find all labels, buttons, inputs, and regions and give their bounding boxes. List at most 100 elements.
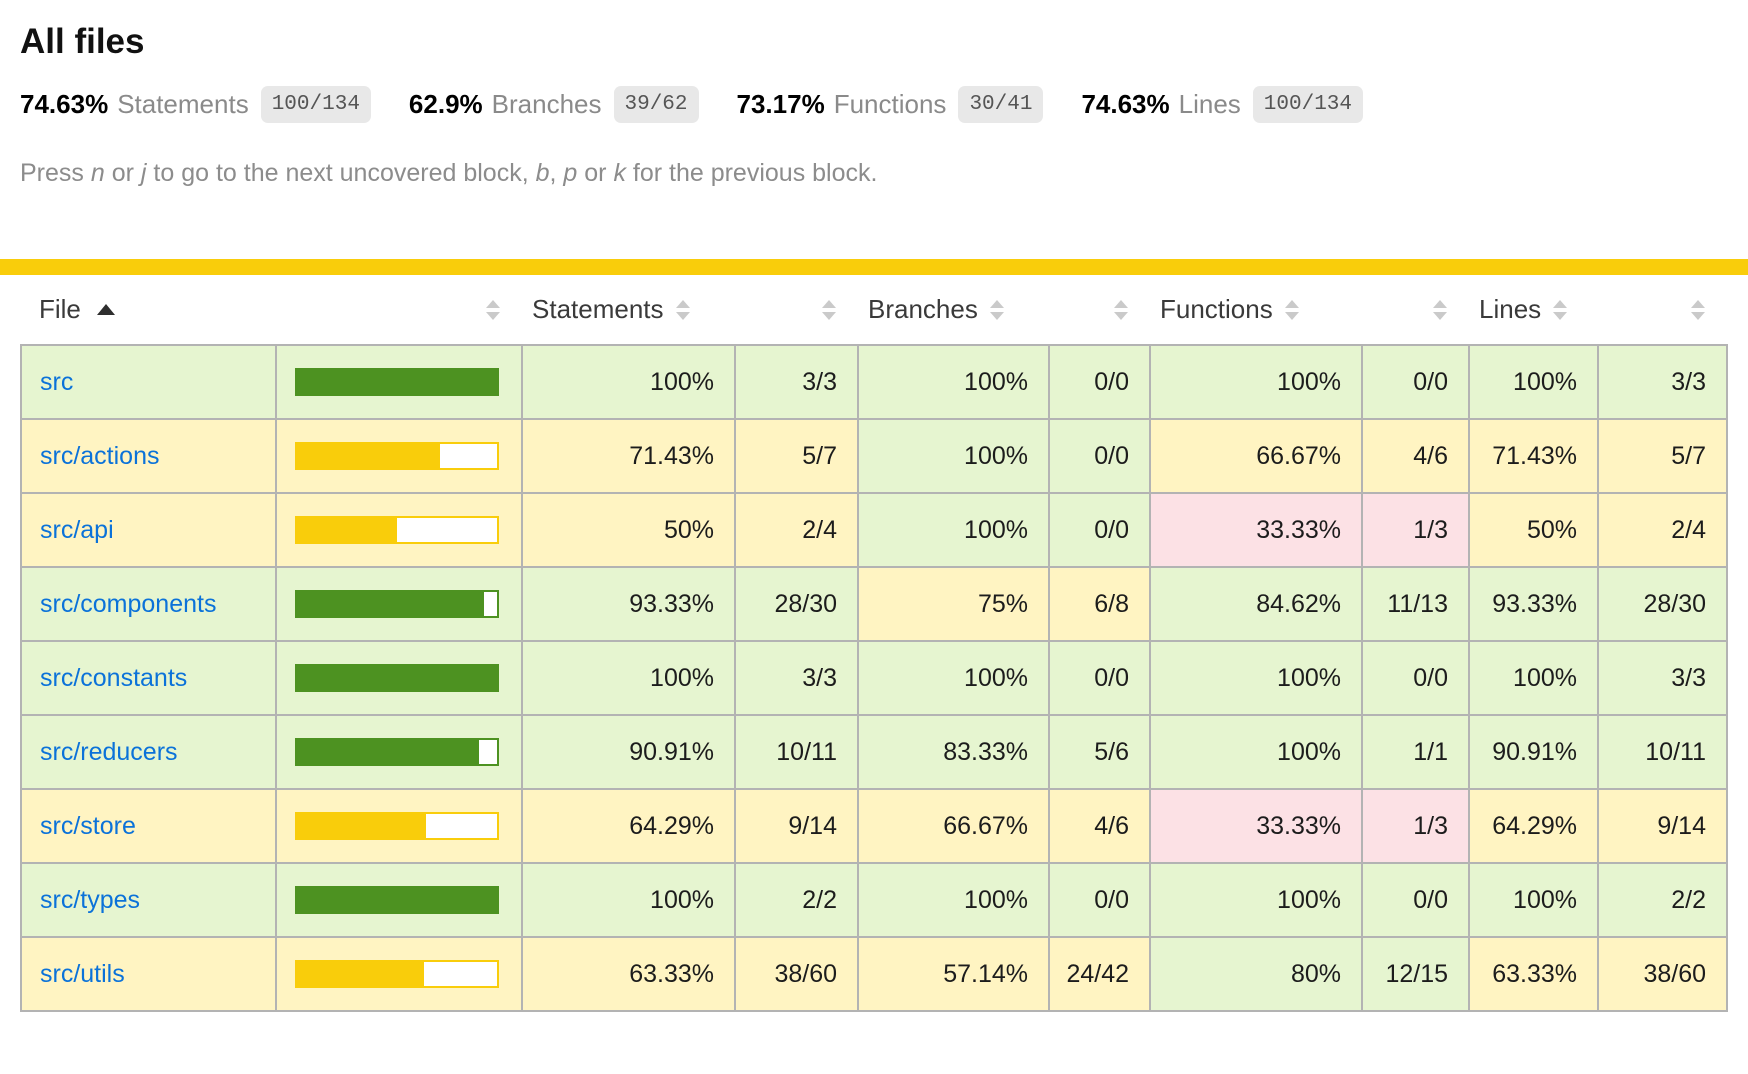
cell-functions-fraction: 11/13	[1362, 567, 1469, 641]
column-header-functions[interactable]: Functions	[1150, 275, 1362, 345]
cell-lines-pct: 90.91%	[1469, 715, 1598, 789]
cell-branches-fraction: 24/42	[1049, 937, 1150, 1011]
column-header-bar[interactable]	[276, 275, 522, 345]
sorter-icon[interactable]	[676, 300, 690, 320]
column-header-statements-abs[interactable]	[735, 275, 858, 345]
column-header-functions-abs[interactable]	[1362, 275, 1469, 345]
column-header-inner: Statements	[522, 294, 735, 325]
summary-item-branches: 62.9%Branches39/62	[409, 86, 699, 123]
summary-label: Statements	[117, 89, 249, 120]
column-label: Branches	[868, 294, 978, 325]
cell-statements-fraction: 3/3	[735, 641, 858, 715]
sort-down-icon	[1691, 312, 1705, 320]
cell-file: src/api	[21, 493, 276, 567]
sorter-icon[interactable]	[1553, 300, 1567, 320]
cell-statements-pct: 63.33%	[522, 937, 735, 1011]
file-link[interactable]: src/types	[40, 886, 140, 914]
file-link[interactable]: src/components	[40, 590, 216, 618]
cell-lines-pct: 50%	[1469, 493, 1598, 567]
column-header-branches-abs[interactable]	[1049, 275, 1150, 345]
sorter-icon[interactable]	[1691, 300, 1705, 320]
summary-item-statements: 74.63%Statements100/134	[20, 86, 371, 123]
cell-functions-fraction: 1/3	[1362, 789, 1469, 863]
cell-lines-fraction: 3/3	[1598, 641, 1727, 715]
sorter-icon[interactable]	[990, 300, 1004, 320]
summary-fraction-badge: 100/134	[261, 86, 371, 123]
sort-up-icon	[822, 300, 836, 308]
sorter-icon[interactable]	[1285, 300, 1299, 320]
hint-text: or	[105, 159, 141, 187]
sort-down-icon	[486, 312, 500, 320]
cell-coverage-bar	[276, 345, 522, 419]
sort-down-icon	[1553, 312, 1567, 320]
file-link[interactable]: src/constants	[40, 664, 187, 692]
cell-lines-pct: 64.29%	[1469, 789, 1598, 863]
sort-down-icon	[1114, 312, 1128, 320]
cell-lines-fraction: 5/7	[1598, 419, 1727, 493]
cell-lines-pct: 71.43%	[1469, 419, 1598, 493]
file-link[interactable]: src/store	[40, 812, 136, 840]
column-header-inner	[1362, 300, 1469, 320]
column-header-inner	[735, 300, 858, 320]
cell-statements-pct: 64.29%	[522, 789, 735, 863]
file-link[interactable]: src/utils	[40, 960, 125, 988]
sort-down-icon	[822, 312, 836, 320]
coverage-bar	[295, 516, 499, 544]
cell-functions-pct: 33.33%	[1150, 493, 1362, 567]
hint-key: p	[563, 159, 577, 187]
cell-functions-pct: 100%	[1150, 715, 1362, 789]
cell-branches-fraction: 5/6	[1049, 715, 1150, 789]
cell-branches-fraction: 6/8	[1049, 567, 1150, 641]
file-link[interactable]: src/api	[40, 516, 114, 544]
sorter-icon[interactable]	[486, 300, 500, 320]
coverage-bar-empty	[424, 962, 497, 986]
sort-up-icon	[1691, 300, 1705, 308]
column-header-lines-abs[interactable]	[1598, 275, 1727, 345]
file-link[interactable]: src/actions	[40, 442, 159, 470]
column-header-statements[interactable]: Statements	[522, 275, 735, 345]
summary-item-functions: 73.17%Functions30/41	[737, 86, 1044, 123]
cell-branches-pct: 75%	[858, 567, 1049, 641]
sorter-icon[interactable]	[822, 300, 836, 320]
cell-lines-fraction: 3/3	[1598, 345, 1727, 419]
coverage-bar	[295, 442, 499, 470]
sort-up-icon	[676, 300, 690, 308]
cell-statements-fraction: 2/4	[735, 493, 858, 567]
column-header-lines[interactable]: Lines	[1469, 275, 1598, 345]
cell-functions-pct: 80%	[1150, 937, 1362, 1011]
cell-statements-fraction: 9/14	[735, 789, 858, 863]
column-header-file[interactable]: File	[21, 275, 276, 345]
hint-text: or	[577, 159, 613, 187]
cell-functions-fraction: 1/3	[1362, 493, 1469, 567]
coverage-summary: 74.63%Statements100/13462.9%Branches39/6…	[20, 86, 1728, 123]
cell-statements-fraction: 2/2	[735, 863, 858, 937]
file-link[interactable]: src/reducers	[40, 738, 178, 766]
cell-branches-fraction: 0/0	[1049, 345, 1150, 419]
coverage-bar	[295, 886, 499, 914]
column-header-branches[interactable]: Branches	[858, 275, 1049, 345]
file-link[interactable]: src	[40, 368, 73, 396]
sort-up-icon	[1285, 300, 1299, 308]
cell-lines-fraction: 9/14	[1598, 789, 1727, 863]
coverage-bar-fill	[297, 740, 479, 764]
page-title: All files	[20, 22, 1728, 62]
table-row: src/actions71.43%5/7100%0/066.67%4/671.4…	[21, 419, 1727, 493]
cell-branches-fraction: 0/0	[1049, 493, 1150, 567]
sort-up-icon	[990, 300, 1004, 308]
cell-file: src/store	[21, 789, 276, 863]
cell-lines-fraction: 10/11	[1598, 715, 1727, 789]
column-label: Statements	[532, 294, 664, 325]
cell-file: src	[21, 345, 276, 419]
cell-file: src/reducers	[21, 715, 276, 789]
cell-statements-pct: 100%	[522, 863, 735, 937]
sorter-icon[interactable]	[1433, 300, 1447, 320]
hint-text: to go to the next uncovered block,	[146, 159, 535, 187]
sort-up-icon	[486, 300, 500, 308]
sorter-icon[interactable]	[1114, 300, 1128, 320]
cell-lines-fraction: 2/4	[1598, 493, 1727, 567]
coverage-table: File Statements Branches Functions Lines src…	[20, 275, 1728, 1012]
coverage-bar-empty	[440, 444, 497, 468]
table-header-row: File Statements Branches Functions Lines	[21, 275, 1727, 345]
summary-fraction-badge: 30/41	[958, 86, 1043, 123]
cell-statements-pct: 90.91%	[522, 715, 735, 789]
